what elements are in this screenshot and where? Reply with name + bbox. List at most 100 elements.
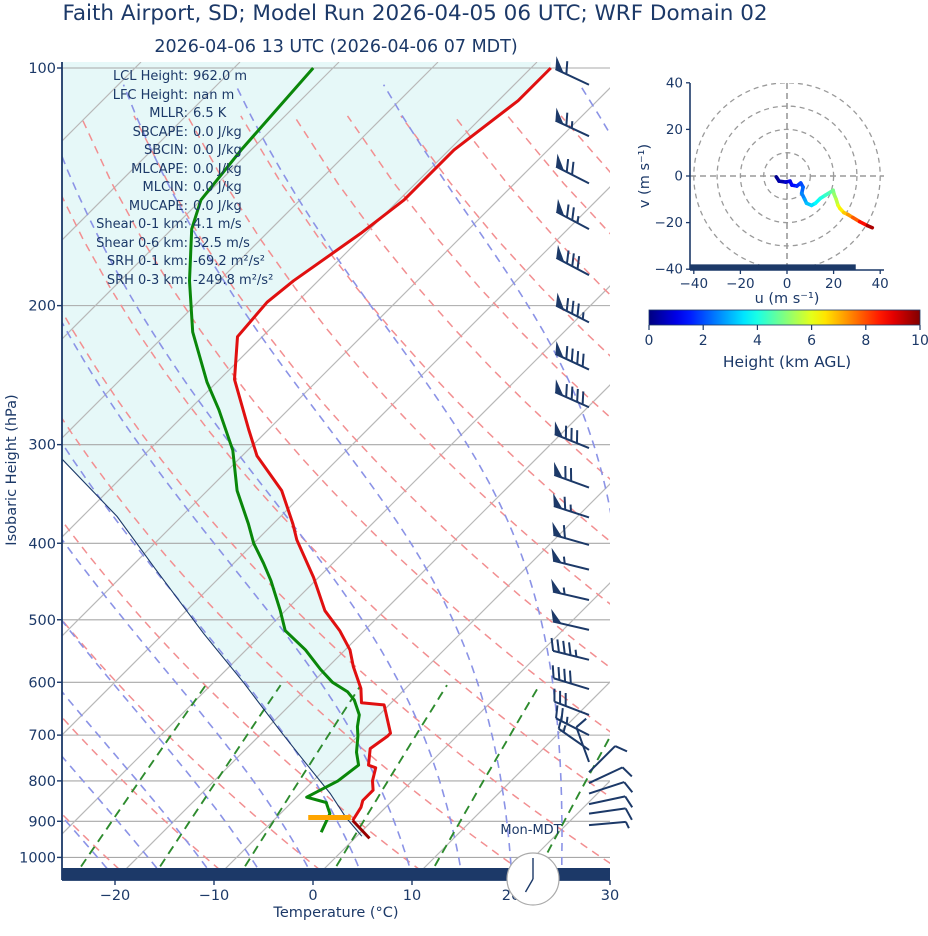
tick-label: 2 — [699, 333, 708, 349]
stat-label: LCL Height: — [112, 69, 188, 84]
shaded-region — [62, 62, 551, 839]
tick-label: 300 — [28, 438, 56, 454]
wind-barb — [550, 637, 590, 661]
tick-label: 6 — [807, 333, 816, 349]
wind-barb — [555, 107, 590, 138]
wind-barb — [575, 717, 590, 763]
tick-label: 0 — [645, 333, 654, 349]
stat-value: 0.0 J/kg — [193, 124, 242, 140]
isotherm — [62, 285, 610, 835]
moist-adiabat — [62, 320, 414, 880]
tick-label: 200 — [28, 299, 56, 315]
stat-value: nan m — [193, 87, 235, 103]
isotherm — [411, 681, 610, 880]
dry-adiabat — [62, 194, 610, 798]
stat-row-1: LFC Height: nan m — [58, 87, 273, 106]
stat-row-9: Shear 0-6 km: 32.5 m/s — [58, 235, 273, 254]
wind-barb — [555, 340, 590, 371]
hodograph-y-axis-label: v (m s⁻¹) — [637, 143, 653, 209]
skewt-axes: 100 200 300 400 500 600 700 800 900 1000 −20 −10 0 10… — [19, 61, 619, 904]
tick-label: 20 — [825, 276, 842, 292]
tick-label: 10 — [403, 888, 421, 904]
stat-row-6: MLCIN: 0.0 J/kg — [58, 179, 273, 198]
tick-label: 40 — [666, 75, 683, 91]
wind-barb — [554, 379, 590, 409]
stat-value: 0.0 J/kg — [193, 180, 242, 195]
wind-barb — [555, 153, 590, 185]
stat-label: SRH 0-3 km: — [106, 272, 188, 288]
mixing-ratio-line — [71, 684, 207, 880]
wind-barb — [588, 745, 628, 773]
isotherm — [62, 62, 439, 439]
stat-value: 32.5 m/s — [193, 235, 250, 251]
moist-adiabat — [122, 84, 513, 880]
isotherm — [312, 582, 610, 880]
valid-time-subtitle: 2026-04-06 13 UTC (2026-04-06 07 MDT) — [154, 37, 518, 57]
tick-label: 800 — [28, 774, 56, 790]
dry-adiabat — [560, 115, 610, 174]
stat-value: 6.5 K — [193, 106, 227, 121]
tick-label: −20 — [726, 276, 755, 292]
stat-value: 962.0 m — [193, 69, 248, 84]
stat-row-5: MLCAPE: 0.0 J/kg — [58, 161, 273, 180]
isotherm — [62, 62, 241, 241]
stat-row-2: MLLR: 6.5 K — [58, 105, 273, 124]
dry-adiabat — [346, 115, 610, 419]
wind-barb — [588, 781, 634, 795]
wind-barb — [551, 547, 590, 571]
tick-label: 20 — [666, 122, 683, 138]
tick-label: 30 — [601, 888, 619, 904]
wind-barb — [553, 688, 590, 716]
stat-value: 0.0 J/kg — [193, 143, 242, 158]
hodograph: −40 −20 0 20 40 −40 −20 0 20 40 — [655, 75, 889, 292]
y-axis-label: Isobaric Height (hPa) — [4, 394, 20, 546]
stat-row-4: SBCIN: 0.0 J/kg — [58, 142, 273, 161]
stat-row-3: SBCAPE: 0.0 J/kg — [58, 124, 273, 143]
stat-value: -249.8 m²/s² — [193, 272, 274, 288]
isotherm — [62, 87, 610, 637]
tick-label: 500 — [28, 613, 56, 629]
tick-label: −20 — [655, 215, 684, 231]
dry-adiabat — [453, 115, 610, 296]
mixing-ratio-line — [151, 684, 282, 880]
stat-value: 0.0 J/kg — [193, 198, 242, 214]
hodograph-trace-segment — [865, 223, 875, 230]
moist-adiabat — [62, 441, 365, 880]
stat-value: 0.0 J/kg — [193, 161, 242, 177]
tick-label: −10 — [199, 888, 230, 904]
tick-label: 10 — [911, 333, 928, 349]
stat-row-10: SRH 0-1 km: -69.2 m²/s² — [58, 253, 273, 272]
height-colorbar: 0 2 4 6 8 10 — [645, 309, 928, 349]
stat-row-0: LCL Height: 962.0 m — [58, 68, 273, 87]
stat-value: 4.1 m/s — [193, 217, 242, 232]
stat-label: MLCIN: — [142, 180, 188, 195]
wind-barb — [555, 56, 590, 86]
dry-adiabat — [507, 115, 610, 235]
dry-adiabat — [62, 309, 610, 865]
isotherm — [62, 186, 610, 736]
stat-row-11: SRH 0-3 km: -249.8 m²/s² — [58, 272, 273, 291]
stat-label: SBCIN: — [144, 143, 188, 158]
day-timezone-label: Mon-MDT — [500, 823, 562, 838]
surface-bar — [62, 868, 610, 880]
hodograph-ground-bar — [690, 264, 856, 270]
wind-barb — [588, 766, 633, 784]
moist-adiabat — [62, 154, 464, 880]
mixing-ratio-line — [236, 684, 362, 880]
stat-label: MUCAPE: — [128, 198, 188, 214]
tick-label: 0 — [674, 169, 683, 185]
tick-label: −40 — [680, 276, 709, 292]
moist-adiabat — [62, 690, 216, 880]
wind-barb — [554, 421, 590, 449]
tick-label: 900 — [28, 814, 56, 830]
mixing-ratio-line — [532, 734, 610, 880]
stat-label: MLCAPE: — [131, 161, 188, 177]
isotherm — [114, 384, 610, 880]
dry-adiabat — [240, 115, 610, 543]
stat-label: Shear 0-6 km: — [96, 235, 188, 251]
tick-label: 0 — [308, 888, 317, 904]
wind-barb — [551, 608, 590, 631]
wind-barb — [551, 665, 590, 691]
mixing-ratio-line — [624, 685, 723, 879]
